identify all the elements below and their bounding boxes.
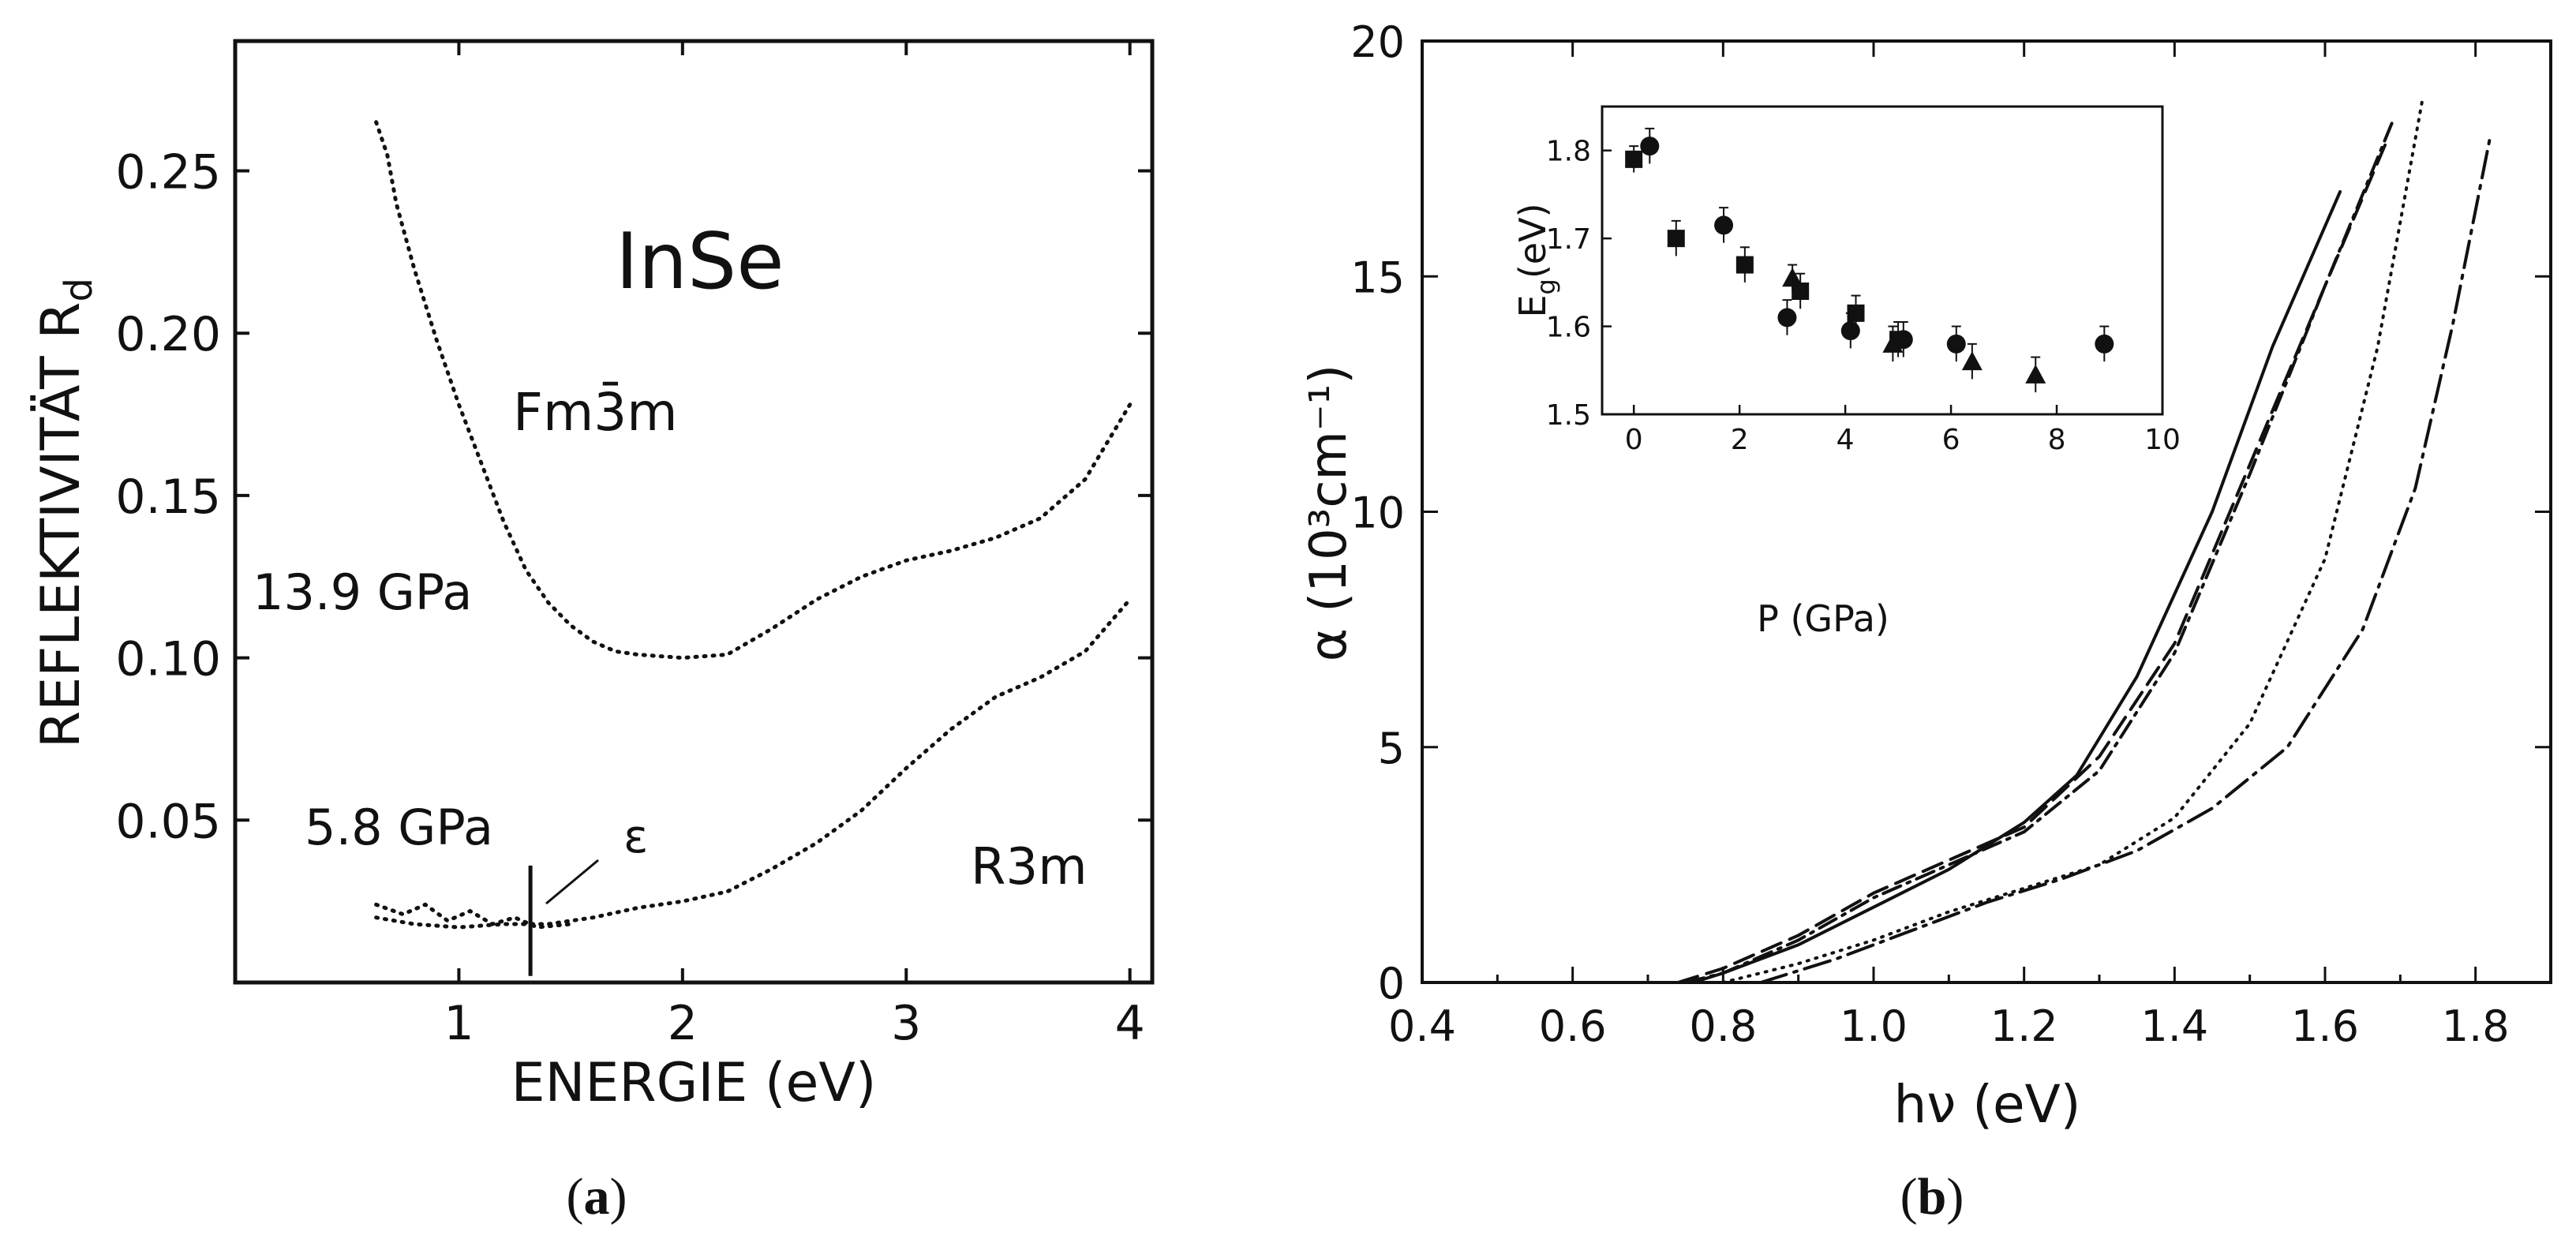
- inset-point-square: [1847, 304, 1865, 322]
- inset-x-axis-label: P (GPa): [1757, 597, 1889, 640]
- inset-x-tick-label: 10: [2144, 424, 2181, 456]
- inset-ticks: 0 2 4 6 8 10 1.5 1.6 1.7 1.8: [1546, 136, 2181, 456]
- caption-a-close: ): [610, 1168, 627, 1226]
- inset-point-square: [1625, 150, 1643, 168]
- inset-x-tick-label: 8: [2048, 424, 2066, 456]
- panel-a-y-axis-label-main: REFLEKTIVITÄT R: [30, 301, 92, 748]
- b-series-line-0: [1691, 189, 2342, 984]
- inset-y-tick-label: 1.5: [1546, 399, 1591, 432]
- b-y-tick-label: 15: [1350, 253, 1405, 302]
- b-series-line-2: [1683, 119, 2394, 984]
- panel-a-y-axis-label: REFLEKTIVITÄT Rd: [30, 278, 101, 748]
- inset-point-triangle: [1961, 351, 1983, 371]
- inset-point-triangle: [2025, 364, 2046, 384]
- a-x-tick-label: 4: [1115, 996, 1145, 1051]
- inset-y-tick-label: 1.7: [1546, 223, 1591, 256]
- inset-point-circle: [1840, 321, 1860, 341]
- panel-a-y-axis-label-subscript: d: [57, 278, 101, 301]
- inset-point-circle: [2095, 334, 2114, 354]
- b-x-tick-label: 1.4: [2140, 1001, 2208, 1051]
- a-x-tick-label: 1: [444, 996, 474, 1051]
- phase-label-fm3m: Fm3̄m: [513, 382, 678, 443]
- b-x-tick-label: 1.8: [2442, 1001, 2510, 1051]
- panel-b-x-axis-label: hν (eV): [1894, 1074, 2081, 1135]
- inset-point-circle: [1640, 137, 1660, 156]
- caption-b-letter: b: [1918, 1168, 1947, 1226]
- a-y-tick-label: 0.10: [115, 632, 221, 687]
- inset-point-square: [1735, 256, 1754, 274]
- caption-b: (b): [1900, 1168, 1964, 1226]
- inset-x-tick-label: 0: [1625, 424, 1643, 456]
- pressure-label-5-8: 5.8 GPa: [305, 799, 493, 856]
- inset-x-tick-label: 2: [1731, 424, 1749, 456]
- inset-y-axis-label-suffix: (eV): [1511, 203, 1554, 279]
- b-x-tick-label: 0.4: [1388, 1001, 1456, 1051]
- panel-a-x-axis-label: ENERGIE (eV): [511, 1052, 877, 1114]
- b-y-tick-label: 10: [1350, 488, 1405, 538]
- inset-x-tick-label: 6: [1942, 424, 1960, 456]
- panel-a-ticks: 1 2 3 4 0.05 0.10 0.15 0.20 0.25: [115, 41, 1152, 1051]
- b-x-tick-label: 0.8: [1689, 1001, 1757, 1051]
- inset-point-circle: [1946, 334, 1966, 354]
- inset-plot: 0 2 4 6 8 10 1.5 1.6 1.7 1.8 P (GPa) Eg(eV): [1511, 105, 2181, 640]
- b-y-tick-label: 5: [1378, 724, 1405, 773]
- a-y-tick-label: 0.25: [115, 145, 221, 200]
- a-y-tick-label: 0.20: [115, 307, 221, 362]
- inset-points: [1625, 127, 2114, 393]
- inset-frame: [1601, 105, 2164, 416]
- inset-y-axis-label: Eg(eV): [1511, 203, 1561, 317]
- a-y-tick-label: 0.15: [115, 470, 221, 525]
- inset-point-square: [1667, 230, 1685, 248]
- caption-b-open: (: [1900, 1168, 1918, 1226]
- panel-b-curves: [1676, 95, 2492, 984]
- a-series-line-0: [374, 120, 1133, 661]
- b-x-tick-label: 1.0: [1840, 1001, 1908, 1051]
- caption-a-letter: a: [584, 1168, 610, 1226]
- b-x-tick-label: 1.6: [2291, 1001, 2359, 1051]
- inset-y-tick-label: 1.8: [1546, 136, 1591, 168]
- inset-point-circle: [1893, 330, 1913, 350]
- a-series-line-1: [374, 597, 1133, 930]
- panel-b-y-axis-label: α (10³cm⁻¹): [1300, 365, 1358, 662]
- caption-b-close: ): [1946, 1168, 1964, 1226]
- a-y-tick-label: 0.05: [115, 794, 221, 849]
- inset-point-triangle: [1882, 333, 1904, 353]
- a-x-tick-label: 3: [891, 996, 921, 1051]
- b-y-tick-label: 0: [1378, 959, 1405, 1009]
- a-x-tick-label: 2: [668, 996, 698, 1051]
- panel-a-curves: [374, 120, 1133, 930]
- inset-point-square: [1792, 283, 1810, 300]
- panel-a-frame: [233, 39, 1155, 985]
- inset-x-tick-label: 4: [1837, 424, 1855, 456]
- inset-y-axis-label-subscript: g: [1531, 279, 1561, 294]
- b-series-line-4: [1759, 133, 2492, 984]
- caption-a-open: (: [567, 1168, 584, 1226]
- epsilon-leader-line: [545, 859, 599, 905]
- b-series-line-1: [1676, 143, 2387, 984]
- inset-point-circle: [1714, 215, 1734, 235]
- b-y-tick-label: 20: [1350, 17, 1405, 67]
- epsilon-label: ε: [623, 810, 648, 863]
- inset-y-axis-label-main: E: [1511, 294, 1554, 317]
- panel-a: 1 2 3 40.050.100.150.200.25 InSe Fm3̄m R3m …: [30, 39, 1155, 1114]
- b-series-line-3: [1721, 95, 2424, 984]
- inset-y-tick-label: 1.6: [1546, 312, 1591, 344]
- phase-label-r3m: R3m: [971, 838, 1088, 896]
- pressure-label-13-9: 13.9 GPa: [253, 563, 472, 621]
- inset-point-circle: [1777, 308, 1797, 327]
- caption-a: (a): [567, 1168, 627, 1226]
- inset-point-triangle: [1782, 268, 1803, 287]
- a-series-line-2: [374, 902, 573, 930]
- panel-a-title: InSe: [616, 217, 784, 307]
- b-x-tick-label: 1.2: [1990, 1001, 2058, 1051]
- b-x-tick-label: 0.6: [1539, 1001, 1607, 1051]
